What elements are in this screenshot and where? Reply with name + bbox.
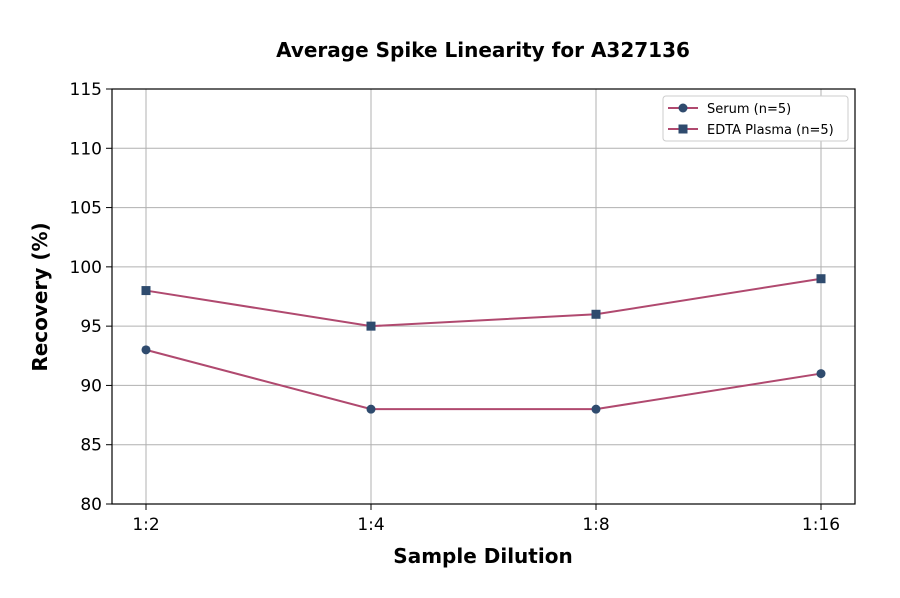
data-point: [366, 404, 376, 414]
legend-box: [662, 95, 849, 142]
data-point: [816, 274, 826, 284]
y-tick-label: 110: [70, 139, 102, 159]
y-tick-label: 115: [70, 80, 102, 100]
x-tick-label: 1:16: [802, 515, 840, 535]
y-axis-label: Recovery (%): [28, 222, 52, 371]
x-axis-label: Sample Dilution: [393, 544, 572, 568]
y-tick-label: 90: [80, 376, 102, 396]
legend: Serum (n=5) EDTA Plasma (n=5): [662, 95, 849, 142]
y-tick-label: 80: [80, 495, 102, 515]
legend-label: Serum (n=5): [707, 102, 791, 117]
legend-label: EDTA Plasma (n=5): [707, 123, 834, 138]
data-point: [141, 345, 151, 355]
chart-title: Average Spike Linearity for A327136: [276, 38, 690, 62]
y-tick-label: 85: [80, 436, 102, 456]
legend-marker: [678, 124, 688, 134]
series-group: [141, 274, 826, 414]
data-point: [141, 286, 151, 296]
axes: 80 85 90 95 100 105 110 115 1:2 1:4 1:8 1:16: [70, 80, 856, 535]
x-tick-label: 1:8: [582, 515, 609, 535]
series-line: [145, 277, 822, 328]
x-tick-label: 1:4: [357, 515, 384, 535]
legend-marker: [678, 103, 688, 113]
y-tick-label: 105: [70, 199, 102, 219]
data-point: [591, 404, 601, 414]
data-point: [366, 321, 376, 331]
plot-frame: [111, 88, 856, 505]
x-tick-label: 1:2: [132, 515, 159, 535]
y-tick-label: 95: [80, 317, 102, 337]
data-point: [591, 309, 601, 319]
grid: [112, 88, 855, 505]
y-tick-label: 100: [70, 258, 102, 278]
series-line: [145, 348, 822, 411]
data-point: [816, 369, 826, 379]
